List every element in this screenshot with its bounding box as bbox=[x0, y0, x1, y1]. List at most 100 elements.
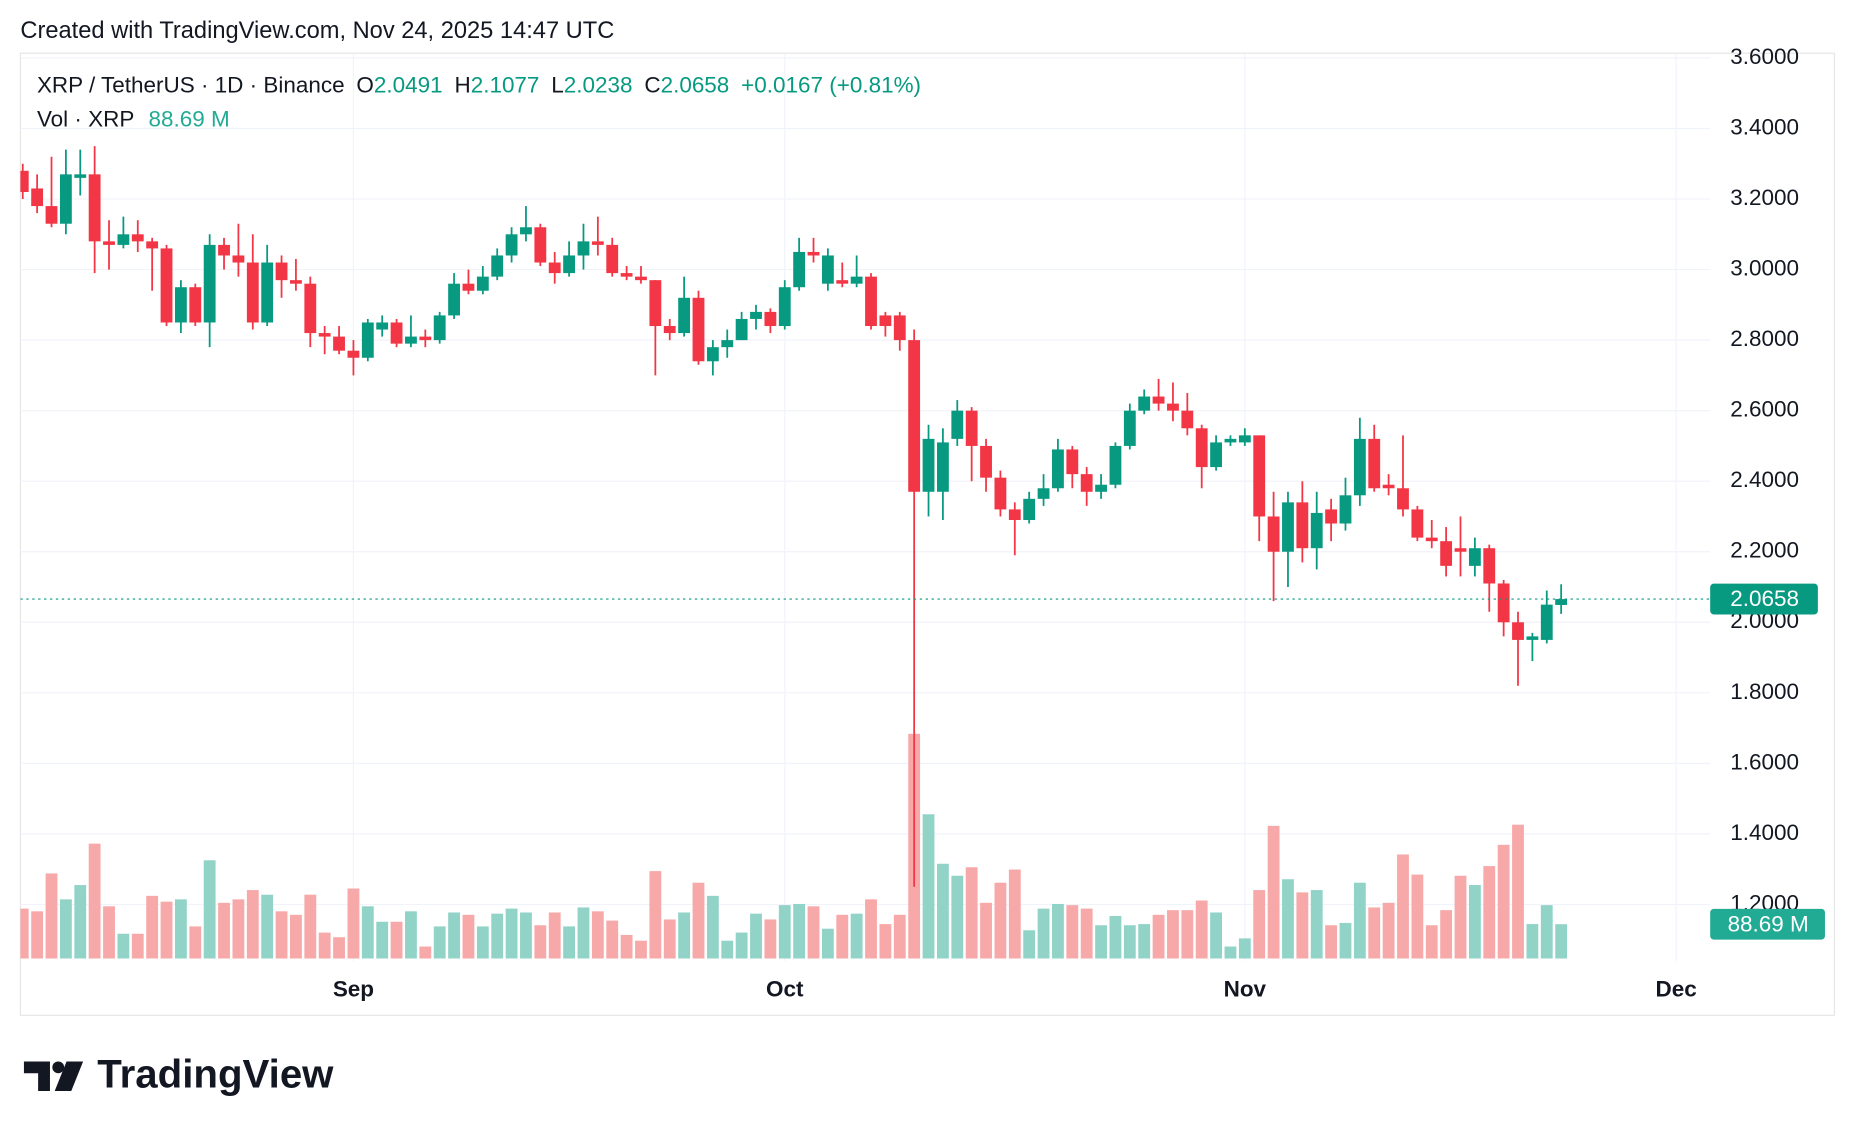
volume-bar bbox=[433, 926, 446, 959]
volume-bar bbox=[1425, 925, 1438, 959]
candle-body bbox=[606, 244, 619, 274]
candle-body bbox=[577, 241, 590, 256]
volume-bar bbox=[1138, 924, 1151, 959]
candle-body bbox=[505, 234, 518, 256]
volume-bar bbox=[1109, 915, 1122, 959]
volume-bar bbox=[333, 937, 345, 959]
candle-body bbox=[1037, 488, 1050, 499]
candle-body bbox=[1224, 438, 1237, 443]
volume-bar bbox=[821, 928, 834, 959]
volume-bar bbox=[20, 908, 29, 959]
volume-bar bbox=[534, 925, 547, 959]
candle-body bbox=[1382, 484, 1395, 489]
volume-bar bbox=[103, 906, 115, 959]
volume-bar bbox=[174, 899, 187, 959]
candle-body bbox=[735, 318, 748, 341]
candle-body bbox=[448, 283, 460, 316]
candle-body bbox=[117, 234, 130, 245]
candle-body bbox=[390, 322, 403, 344]
volume-bar bbox=[678, 912, 691, 959]
candle-body bbox=[534, 227, 547, 263]
candle-body bbox=[591, 241, 604, 245]
brand-logo bbox=[23, 1061, 84, 1092]
volume-bar bbox=[1468, 885, 1481, 959]
candle-body bbox=[1310, 512, 1323, 549]
header: Created with TradingView.com, Nov 24, 20… bbox=[20, 18, 614, 44]
candle-body bbox=[678, 297, 691, 334]
candle-body bbox=[74, 174, 87, 178]
volume-bar bbox=[405, 911, 417, 959]
y-tick-label: 2.6000 bbox=[1730, 397, 1799, 422]
candle-body bbox=[189, 287, 202, 323]
candle-body bbox=[936, 442, 949, 492]
volume-bar bbox=[1282, 879, 1294, 959]
candle-body bbox=[1325, 509, 1338, 524]
candle-body bbox=[1411, 509, 1424, 538]
volume-bar bbox=[922, 814, 935, 959]
candle-body bbox=[1468, 548, 1481, 566]
volume-bar bbox=[735, 932, 748, 959]
candle-body bbox=[59, 174, 72, 224]
candle-body bbox=[1425, 537, 1438, 542]
volume-bar bbox=[951, 875, 964, 959]
candle-body bbox=[1555, 599, 1568, 605]
volume-bar bbox=[706, 895, 719, 959]
candle-body bbox=[548, 262, 561, 274]
volume-bar bbox=[290, 914, 302, 959]
volume-bar bbox=[1325, 925, 1338, 959]
candle-body bbox=[1296, 502, 1309, 549]
candle-body bbox=[1540, 604, 1553, 640]
candle-body bbox=[333, 336, 345, 351]
volume-bar bbox=[793, 903, 806, 959]
volume-bar bbox=[160, 901, 173, 959]
volume-bar bbox=[850, 913, 863, 959]
volume-bar bbox=[1339, 922, 1352, 959]
volume-bar bbox=[491, 913, 504, 959]
last-volume-label: 88.69 M bbox=[1728, 911, 1809, 936]
candle-body bbox=[261, 262, 274, 323]
volume-bar bbox=[1540, 905, 1553, 959]
volume-bar bbox=[218, 902, 230, 959]
candle-body bbox=[836, 280, 849, 284]
volume-bar bbox=[1123, 925, 1136, 959]
volume-bar bbox=[865, 899, 877, 959]
volume-bar bbox=[376, 921, 389, 959]
legend-volume-row: Vol · XRP 88.69 M bbox=[37, 107, 230, 132]
volume-bar bbox=[1167, 910, 1179, 959]
volume-bar bbox=[1310, 890, 1323, 959]
volume-bar bbox=[807, 906, 820, 959]
volume-bar bbox=[304, 894, 317, 959]
volume-bar bbox=[1267, 825, 1280, 959]
volume-bar bbox=[1023, 930, 1036, 959]
candle-body bbox=[520, 227, 532, 235]
volume-bar bbox=[1497, 844, 1510, 959]
y-tick-label: 3.6000 bbox=[1730, 44, 1799, 69]
volume-bar bbox=[750, 913, 762, 959]
volume-bar bbox=[390, 921, 403, 959]
candle-body bbox=[663, 326, 676, 334]
candle-body bbox=[1483, 548, 1496, 584]
candle-body bbox=[865, 276, 877, 327]
candle-body bbox=[1238, 435, 1251, 443]
volume-bar bbox=[591, 911, 604, 959]
candle-body bbox=[1267, 516, 1280, 552]
candle-body bbox=[347, 350, 360, 358]
last-price-label: 2.0658 bbox=[1730, 586, 1799, 611]
volume-bar bbox=[1080, 908, 1093, 959]
ohlc-letter: L bbox=[551, 72, 564, 97]
candle-body bbox=[290, 280, 302, 284]
candle-body bbox=[1368, 438, 1381, 489]
volume-bar bbox=[548, 912, 561, 959]
candle-body bbox=[232, 255, 245, 263]
axis: 1.20001.40001.60001.80002.00002.20002.40… bbox=[333, 44, 1825, 1001]
candle-body bbox=[922, 438, 935, 492]
candle-body bbox=[491, 255, 504, 277]
ohlc-letter: H bbox=[454, 72, 470, 97]
ohlc-letter: C bbox=[644, 72, 660, 97]
last-price-box bbox=[1710, 583, 1818, 615]
volume-bar bbox=[74, 885, 87, 959]
candle-body bbox=[649, 280, 662, 327]
candle-body bbox=[1512, 622, 1524, 640]
y-tick-label: 1.4000 bbox=[1730, 820, 1799, 845]
